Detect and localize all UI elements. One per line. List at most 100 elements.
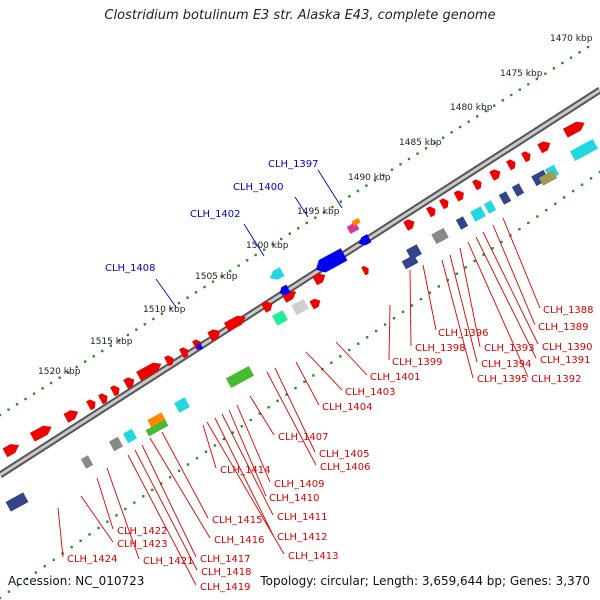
strand-gene-shape — [81, 455, 93, 468]
inner-dot — [563, 196, 565, 198]
reverse-gene — [267, 267, 284, 282]
gene-label: CLH_1408 — [105, 263, 156, 274]
inner-dot — [178, 470, 180, 472]
forward-gene — [3, 441, 22, 457]
scale-dot — [357, 190, 359, 192]
scale-label: 1505 kbp — [195, 272, 238, 282]
scale-dot — [553, 67, 555, 69]
scale-dot — [561, 62, 563, 64]
gene-label: CLH_1392 — [531, 374, 582, 385]
forward-gene — [489, 167, 503, 181]
inner-dot — [581, 184, 583, 186]
strand-gene — [123, 429, 137, 443]
scale-label: 1475 kbp — [500, 69, 543, 79]
leader-line — [162, 432, 208, 518]
inner-dot — [303, 381, 305, 383]
leader-line — [135, 450, 197, 570]
scale-dot — [476, 115, 478, 117]
inner-dot — [8, 590, 10, 592]
strand-gene — [570, 139, 598, 161]
scale-dot — [587, 46, 589, 48]
strand-gene — [174, 397, 190, 412]
gene-label: CLH_1410 — [269, 493, 320, 504]
gene-label: CLH_1388 — [543, 305, 594, 316]
gene-label: CLH_1412 — [277, 532, 328, 543]
leader-line — [423, 265, 436, 330]
gene-label: CLH_1391 — [540, 355, 591, 366]
strand-gene — [456, 216, 468, 229]
inner-dot — [438, 285, 440, 287]
leader-line — [493, 225, 535, 325]
strand-gene-shape — [174, 397, 190, 412]
strand-gene-shape — [272, 310, 288, 325]
scale-label: 1515 kbp — [90, 337, 133, 347]
strand-gene — [499, 191, 511, 204]
inner-dot — [366, 336, 368, 338]
scale-dot — [84, 360, 86, 362]
gene-label: CLH_1406 — [320, 462, 371, 473]
leader-line — [410, 270, 411, 346]
scale-dot — [399, 163, 401, 165]
gene-label: CLH_1400 — [233, 182, 284, 193]
strand-gene — [272, 310, 288, 325]
inner-dot — [411, 304, 413, 306]
leader-line — [442, 260, 473, 378]
feature-track — [3, 118, 598, 511]
gene-label: CLH_1407 — [278, 432, 329, 443]
scale-label: 1510 kbp — [143, 305, 186, 315]
strand-gene-shape — [484, 200, 496, 213]
gene-label: CLH_1421 — [143, 556, 194, 567]
gene-label: CLH_1401 — [370, 372, 421, 383]
forward-gene — [361, 265, 371, 276]
forward-gene — [439, 197, 451, 210]
forward-gene-shape — [86, 398, 98, 411]
gene-label: CLH_1397 — [268, 159, 319, 170]
inner-dot — [339, 355, 341, 357]
scale-dot — [16, 403, 18, 405]
inner-dot — [79, 540, 81, 542]
scale-label: 1520 kbp — [38, 367, 81, 377]
scale-label: 1480 kbp — [450, 103, 493, 113]
leader-line — [81, 496, 113, 542]
scale-dot — [467, 120, 469, 122]
genome-summary: Topology: circular; Length: 3,659,644 bp… — [260, 574, 590, 588]
strand-gene-shape — [109, 437, 123, 451]
leader-line — [306, 352, 342, 390]
inner-dot — [276, 400, 278, 402]
inner-dot — [53, 559, 55, 561]
inner-dot — [375, 330, 377, 332]
forward-gene — [403, 217, 417, 231]
scale-dot — [178, 302, 180, 304]
forward-gene — [506, 158, 518, 171]
leader-line — [244, 224, 264, 256]
scale-dot — [7, 408, 9, 410]
inner-dot — [330, 362, 332, 364]
strand-gene-shape — [570, 139, 598, 161]
strand-gene-shape — [123, 429, 137, 443]
forward-gene — [63, 407, 80, 422]
inner-dot — [590, 177, 592, 179]
gene-label: CLH_1416 — [214, 535, 265, 546]
strand-gene — [6, 492, 29, 511]
forward-gene-shape — [454, 188, 467, 201]
forward-gene-shape — [361, 265, 371, 276]
forward-gene-shape — [63, 407, 80, 422]
gene-label: CLH_1418 — [201, 567, 252, 578]
inner-dot — [518, 228, 520, 230]
inner-dot — [464, 266, 466, 268]
forward-gene-shape — [472, 178, 484, 191]
scale-dot — [152, 318, 154, 320]
gene-label: CLH_1405 — [319, 449, 370, 460]
gene-label: CLH_1394 — [481, 359, 532, 370]
scale-dot — [33, 392, 35, 394]
strand-gene-shape — [431, 228, 449, 244]
leader-line — [336, 342, 367, 375]
strand-gene — [431, 228, 449, 244]
scale-label: 1495 kbp — [297, 207, 340, 217]
leader-line — [156, 279, 176, 307]
scale-dot — [24, 398, 26, 400]
scale-dot — [101, 350, 103, 352]
strand-gene — [109, 437, 123, 451]
genome-map[interactable]: 1470 kbp1475 kbp1480 kbp1485 kbp1490 kbp… — [0, 0, 600, 600]
gene-label: CLH_1399 — [392, 357, 443, 368]
